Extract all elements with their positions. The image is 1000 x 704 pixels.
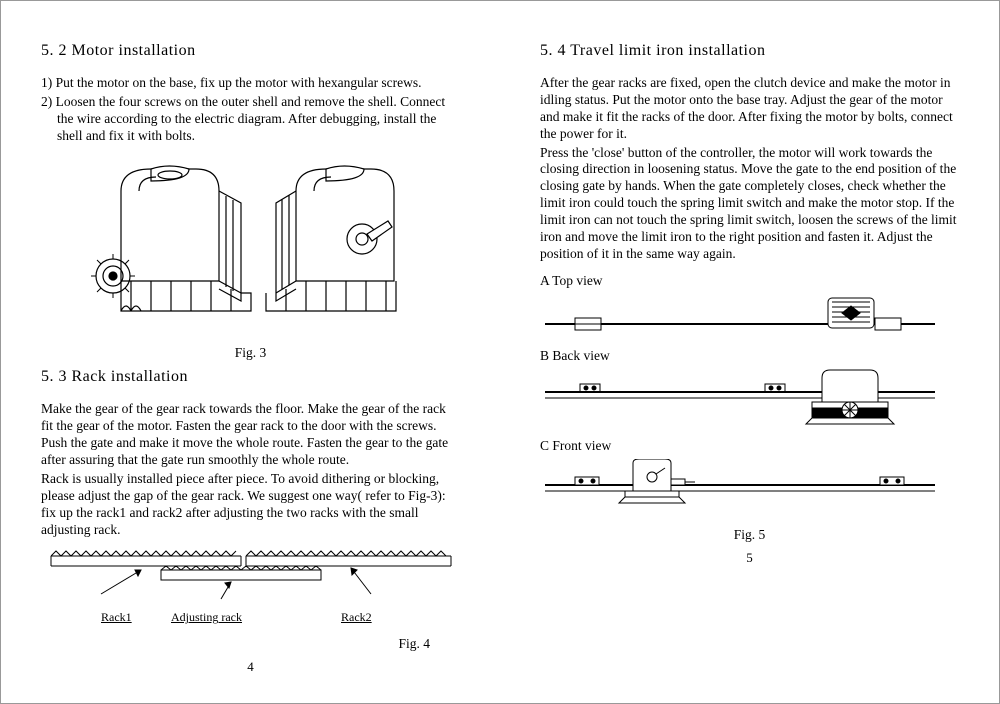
fig3-caption: Fig. 3 <box>41 345 460 362</box>
para-53a: Make the gear of the gear rack towards t… <box>41 401 460 469</box>
fig5c-front-view <box>540 459 940 515</box>
fig5b-back-view <box>540 368 940 428</box>
page-num-left: 4 <box>41 659 460 675</box>
section-5-3-title: 5. 3 Rack installation <box>41 367 460 387</box>
para-53b: Rack is usually installed piece after pi… <box>41 471 460 539</box>
right-column: 5. 4 Travel limit iron installation Afte… <box>500 1 999 703</box>
label-adjusting: Adjusting rack <box>171 610 242 625</box>
section-5-2-title: 5. 2 Motor installation <box>41 41 460 61</box>
item-1: 1) Put the motor on the base, fix up the… <box>41 75 460 92</box>
fig4-caption: Fig. 4 <box>41 636 460 653</box>
label-b-back: B Back view <box>540 348 959 365</box>
fig3-illustration <box>71 151 431 341</box>
left-column: 5. 2 Motor installation 1) Put the motor… <box>1 1 500 703</box>
label-rack1: Rack1 <box>101 610 132 625</box>
label-c-front: C Front view <box>540 438 959 455</box>
fig5-caption: Fig. 5 <box>540 527 959 544</box>
fig4-labels: Rack1 Adjusting rack Rack2 <box>41 610 460 632</box>
label-rack2: Rack2 <box>341 610 372 625</box>
page-num-right: 5 <box>540 550 959 566</box>
item-2: 2) Loosen the four screws on the outer s… <box>41 94 460 145</box>
fig5a-top-view <box>540 294 940 338</box>
fig4-illustration <box>41 544 461 614</box>
label-a-top: A Top view <box>540 273 959 290</box>
para-54a: After the gear racks are fixed, open the… <box>540 75 959 143</box>
para-54b: Press the 'close' button of the controll… <box>540 145 959 263</box>
page: 5. 2 Motor installation 1) Put the motor… <box>0 0 1000 704</box>
section-5-4-title: 5. 4 Travel limit iron installation <box>540 41 959 61</box>
